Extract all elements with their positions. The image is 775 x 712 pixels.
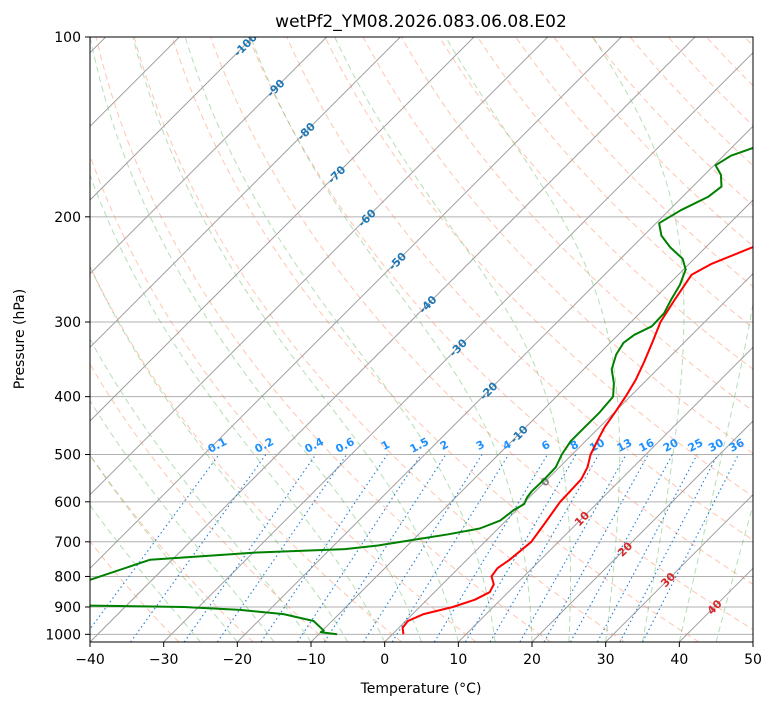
y-tick-label: 800 [54,569,81,585]
y-tick-label: 600 [54,495,81,511]
x-tick-label: 30 [597,652,615,668]
x-tick-label: 50 [744,652,762,668]
y-tick-label: 200 [54,210,81,226]
y-tick-label: 700 [54,535,81,551]
x-tick-label: 20 [523,652,541,668]
chart-title: wetPf2_YM08.2026.083.06.08.E02 [275,12,567,32]
x-tick-label: 40 [670,652,688,668]
x-axis-label: Temperature (°C) [360,681,482,697]
y-axis-label: Pressure (hPa) [12,289,28,389]
x-tick-label: −10 [296,652,326,668]
x-tick-label: −30 [149,652,179,668]
y-tick-label: 900 [54,600,81,616]
y-tick-label: 100 [54,30,81,46]
x-tick-label: −20 [223,652,253,668]
y-tick-label: 1000 [45,627,81,643]
y-tick-label: 400 [54,390,81,406]
y-tick-label: 300 [54,315,81,331]
x-tick-label: 10 [449,652,467,668]
x-tick-label: 0 [380,652,389,668]
y-tick-label: 500 [54,448,81,464]
x-tick-label: −40 [75,652,105,668]
